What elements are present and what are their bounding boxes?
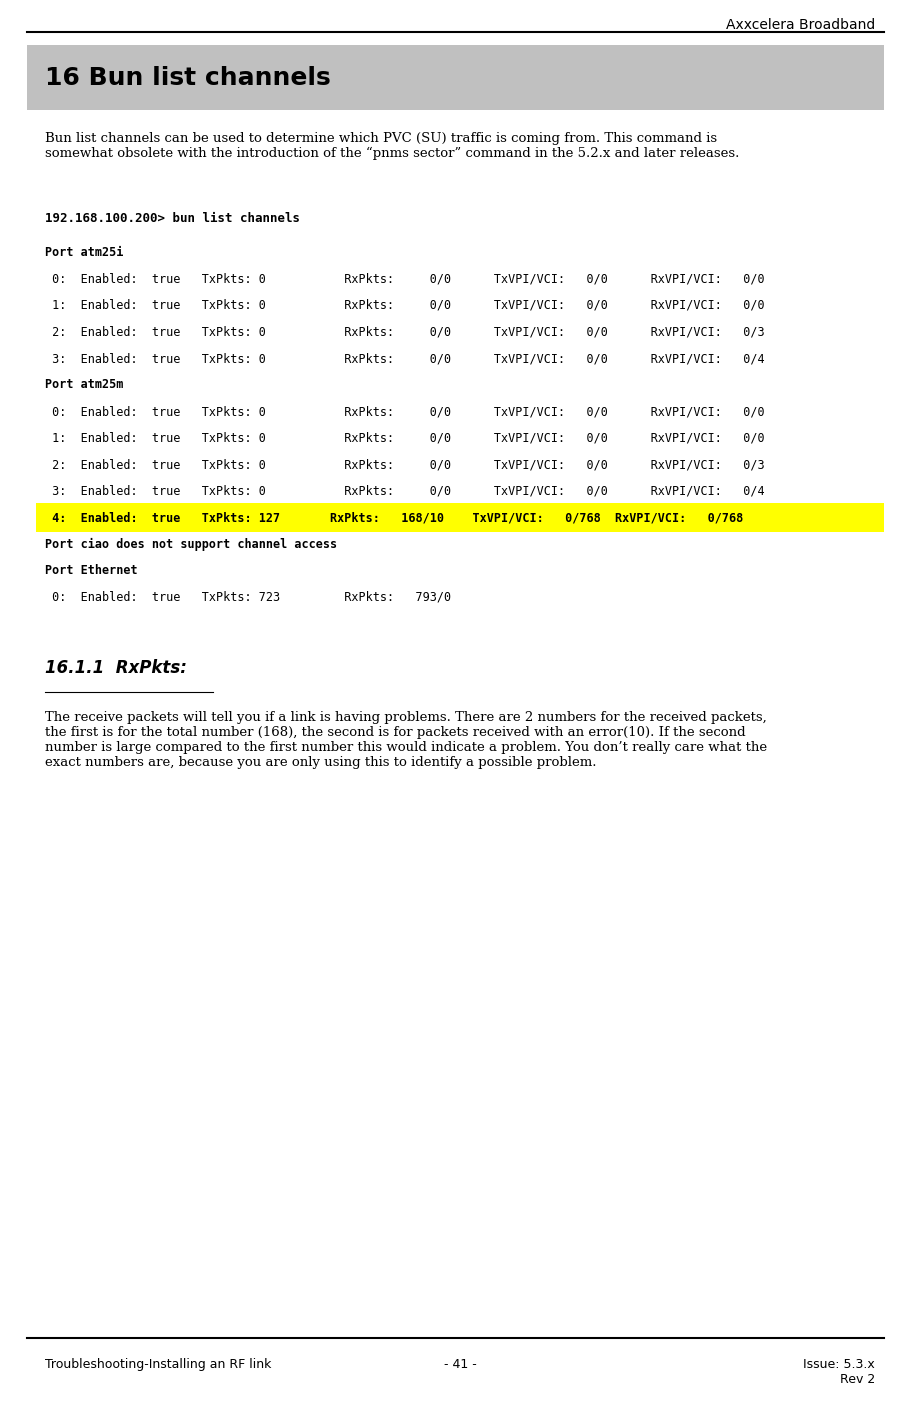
Text: Issue: 5.3.x
Rev 2: Issue: 5.3.x Rev 2 bbox=[804, 1358, 875, 1386]
Text: Troubleshooting-Installing an RF link: Troubleshooting-Installing an RF link bbox=[45, 1358, 272, 1370]
Text: 3:  Enabled:  true   TxPkts: 0           RxPkts:     0/0      TxVPI/VCI:   0/0  : 3: Enabled: true TxPkts: 0 RxPkts: 0/0 T… bbox=[45, 352, 765, 365]
Text: - 41 -: - 41 - bbox=[444, 1358, 477, 1370]
Text: 1:  Enabled:  true   TxPkts: 0           RxPkts:     0/0      TxVPI/VCI:   0/0  : 1: Enabled: true TxPkts: 0 RxPkts: 0/0 T… bbox=[45, 299, 765, 312]
Text: The receive packets will tell you if a link is having problems. There are 2 numb: The receive packets will tell you if a l… bbox=[45, 710, 767, 769]
Text: 2:  Enabled:  true   TxPkts: 0           RxPkts:     0/0      TxVPI/VCI:   0/0  : 2: Enabled: true TxPkts: 0 RxPkts: 0/0 T… bbox=[45, 458, 765, 470]
FancyBboxPatch shape bbox=[27, 45, 884, 110]
Text: 2:  Enabled:  true   TxPkts: 0           RxPkts:     0/0      TxVPI/VCI:   0/0  : 2: Enabled: true TxPkts: 0 RxPkts: 0/0 T… bbox=[45, 326, 765, 338]
Text: 4:  Enabled:  true   TxPkts: 127       RxPkts:   168/10    TxVPI/VCI:   0/768  R: 4: Enabled: true TxPkts: 127 RxPkts: 168… bbox=[45, 511, 743, 524]
Text: 0:  Enabled:  true   TxPkts: 0           RxPkts:     0/0      TxVPI/VCI:   0/0  : 0: Enabled: true TxPkts: 0 RxPkts: 0/0 T… bbox=[45, 404, 765, 418]
Text: 16.1.1  RxPkts:: 16.1.1 RxPkts: bbox=[45, 658, 187, 677]
Text: Port atm25i: Port atm25i bbox=[45, 246, 123, 258]
Text: 16 Bun list channels: 16 Bun list channels bbox=[45, 66, 331, 90]
Text: Port Ethernet: Port Ethernet bbox=[45, 564, 138, 577]
Text: 0:  Enabled:  true   TxPkts: 723         RxPkts:   793/0: 0: Enabled: true TxPkts: 723 RxPkts: 793… bbox=[45, 591, 451, 604]
Text: 3:  Enabled:  true   TxPkts: 0           RxPkts:     0/0      TxVPI/VCI:   0/0  : 3: Enabled: true TxPkts: 0 RxPkts: 0/0 T… bbox=[45, 484, 765, 497]
Text: 1:  Enabled:  true   TxPkts: 0           RxPkts:     0/0      TxVPI/VCI:   0/0  : 1: Enabled: true TxPkts: 0 RxPkts: 0/0 T… bbox=[45, 431, 765, 445]
Text: Axxcelera Broadband: Axxcelera Broadband bbox=[726, 18, 875, 32]
Text: 0:  Enabled:  true   TxPkts: 0           RxPkts:     0/0      TxVPI/VCI:   0/0  : 0: Enabled: true TxPkts: 0 RxPkts: 0/0 T… bbox=[45, 272, 765, 285]
Text: Bun list channels can be used to determine which PVC (SU) traffic is coming from: Bun list channels can be used to determi… bbox=[45, 132, 739, 160]
FancyBboxPatch shape bbox=[36, 503, 884, 532]
Text: Port ciao does not support channel access: Port ciao does not support channel acces… bbox=[45, 538, 337, 550]
Text: Port atm25m: Port atm25m bbox=[45, 379, 123, 392]
Text: 192.168.100.200> bun list channels: 192.168.100.200> bun list channels bbox=[45, 212, 300, 225]
